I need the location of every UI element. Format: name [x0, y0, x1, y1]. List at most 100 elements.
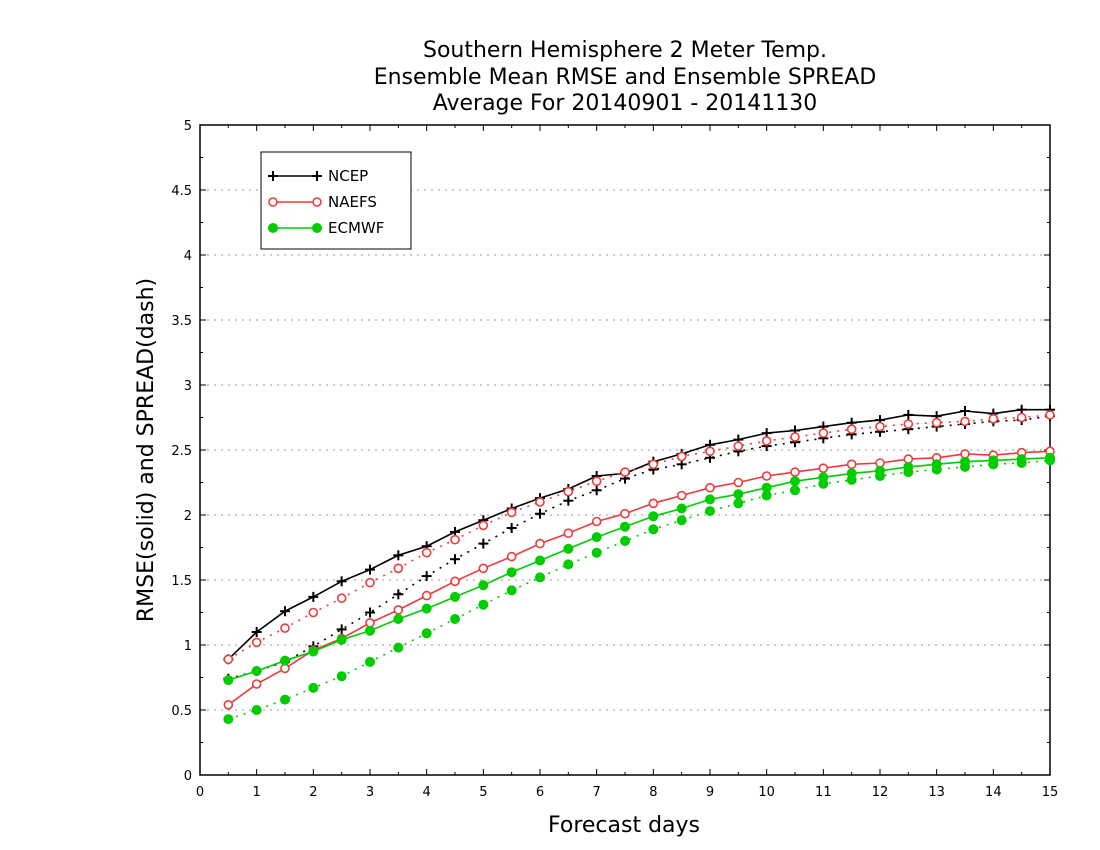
data-point	[846, 459, 857, 470]
data-point	[535, 572, 545, 583]
data-point	[790, 432, 800, 442]
legend-entry-ncep: NCEP	[268, 167, 368, 185]
data-point	[393, 642, 404, 653]
data-point	[365, 625, 375, 636]
data-point	[705, 494, 715, 505]
y-tick-label: 4.5	[171, 184, 192, 199]
data-point	[280, 694, 290, 705]
data-point	[818, 463, 829, 474]
data-point	[535, 497, 545, 507]
data-point	[620, 508, 630, 519]
data-point	[733, 498, 744, 509]
data-point	[875, 471, 885, 481]
data-point	[336, 593, 347, 604]
legend-label: NAEFS	[328, 193, 377, 211]
data-point	[761, 436, 772, 446]
data-series	[223, 404, 1055, 725]
series-ncep-spread	[223, 411, 1055, 684]
chart-title-line-1: Southern Hemisphere 2 Meter Temp.	[423, 38, 827, 63]
data-point	[308, 646, 319, 657]
x-tick-label: 0	[196, 785, 204, 800]
data-point	[506, 507, 517, 518]
data-point	[620, 536, 630, 546]
data-point	[393, 605, 404, 615]
data-point	[421, 590, 432, 601]
data-point	[563, 559, 574, 570]
y-tick-label: 4	[184, 249, 192, 264]
x-tick-label: 5	[479, 785, 487, 800]
data-point	[365, 577, 375, 588]
data-point	[223, 699, 234, 710]
y-tick-label: 1	[184, 639, 192, 654]
data-point	[365, 656, 375, 667]
x-tick-label: 1	[253, 785, 261, 800]
data-point	[591, 547, 602, 558]
x-tick-label: 8	[649, 785, 657, 800]
data-point	[620, 467, 630, 477]
data-point	[535, 538, 545, 549]
data-point	[761, 471, 772, 481]
data-point	[421, 628, 432, 639]
data-point	[931, 417, 942, 428]
data-point	[705, 446, 715, 457]
data-point	[846, 424, 857, 435]
data-point	[308, 607, 319, 618]
data-point	[223, 654, 234, 665]
data-point	[705, 506, 715, 517]
data-point	[903, 419, 914, 429]
data-point	[308, 682, 319, 693]
y-tick-label: 1.5	[171, 574, 192, 589]
data-point	[733, 441, 744, 451]
data-point	[563, 543, 574, 554]
series-line	[228, 457, 1051, 681]
data-point	[280, 663, 290, 674]
data-point	[818, 478, 829, 489]
data-point	[563, 528, 574, 539]
data-point	[818, 428, 829, 438]
x-tick-label: 6	[536, 785, 544, 800]
y-tick-label: 0.5	[171, 704, 192, 719]
x-tick-label: 3	[366, 785, 374, 800]
data-point	[478, 580, 489, 591]
series-ecmwf-spread	[223, 455, 1055, 725]
y-tick-label: 5	[184, 119, 192, 134]
data-point	[251, 666, 262, 676]
x-tick-label: 15	[1042, 785, 1059, 800]
legend-label: ECMWF	[328, 219, 384, 237]
data-point	[648, 459, 659, 470]
data-point	[591, 476, 602, 487]
data-point	[251, 705, 262, 715]
series-line	[228, 415, 1051, 680]
data-point	[1045, 455, 1055, 466]
data-point	[676, 451, 687, 462]
data-point	[450, 614, 460, 624]
series-line	[228, 459, 1051, 720]
legend-entry-ecmwf: ECMWF	[268, 219, 384, 237]
legend-marker	[268, 223, 278, 233]
x-tick-label: 2	[309, 785, 317, 800]
legend-marker	[268, 197, 278, 207]
data-point	[790, 476, 800, 487]
data-point	[648, 498, 659, 509]
data-point	[506, 567, 517, 578]
data-point	[960, 461, 970, 472]
data-point	[988, 459, 999, 470]
data-point	[846, 474, 857, 485]
data-point	[705, 482, 715, 493]
y-axis-label: RMSE(solid) and SPREAD(dash)	[134, 278, 159, 622]
data-point	[676, 490, 687, 501]
x-tick-label: 9	[706, 785, 714, 800]
x-tick-label: 10	[758, 785, 775, 800]
data-point	[535, 555, 545, 566]
x-tick-label: 11	[815, 785, 832, 800]
data-point	[1016, 412, 1027, 423]
data-point	[336, 671, 347, 682]
data-point	[591, 532, 602, 543]
y-tick-label: 2.5	[171, 444, 192, 459]
data-point	[478, 563, 489, 574]
data-point	[450, 576, 460, 587]
legend-label: NCEP	[328, 167, 368, 185]
data-point	[223, 714, 234, 725]
data-point	[988, 413, 999, 424]
